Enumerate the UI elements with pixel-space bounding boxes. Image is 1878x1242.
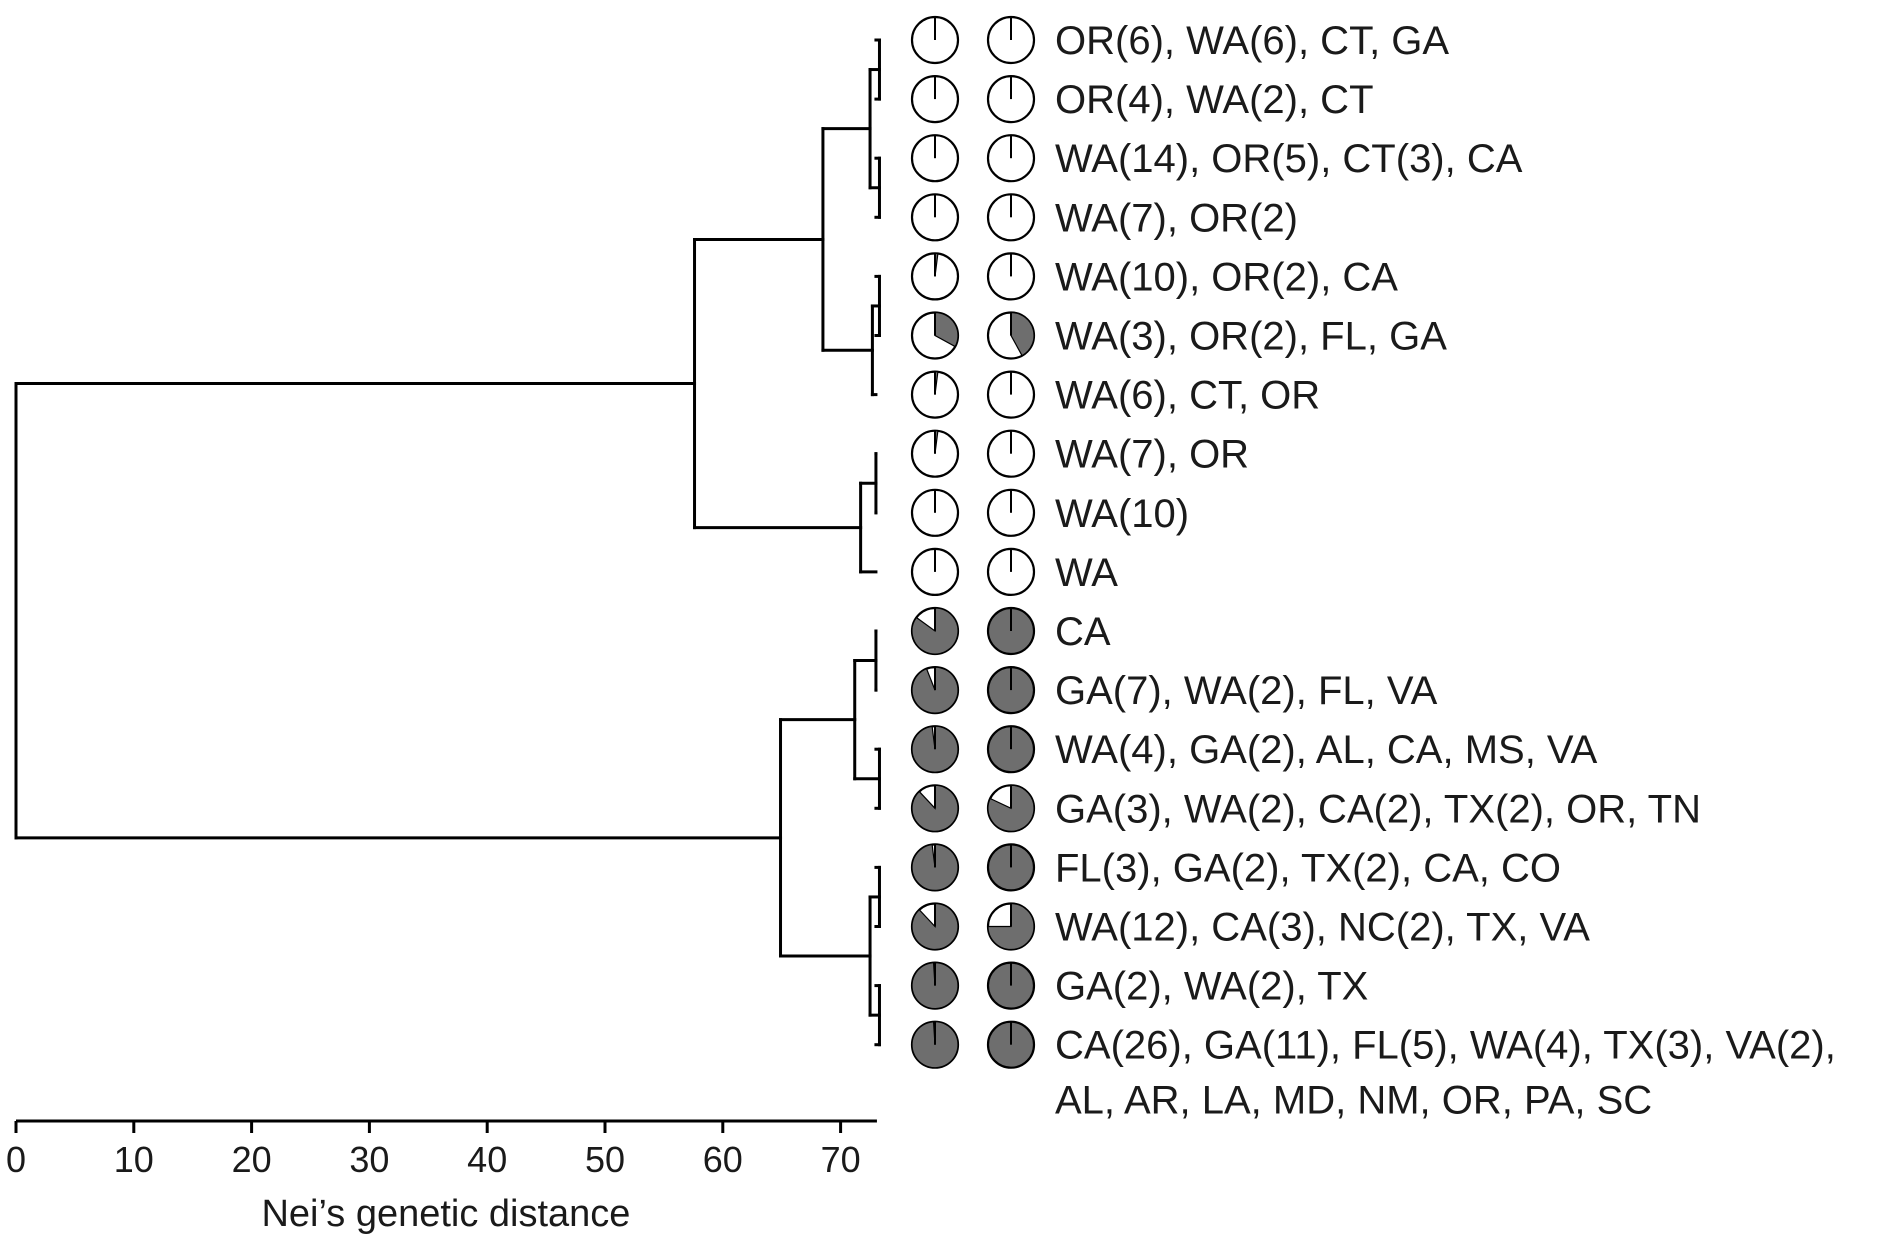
pie-a-leaf-14	[910, 843, 960, 892]
pie-a-leaf-13	[910, 784, 960, 833]
leaf-label-16: GA(2), WA(2), TX	[1055, 965, 1368, 1009]
leaf-label-6: WA(6), CT, OR	[1055, 374, 1320, 418]
pie-b-leaf-12	[986, 725, 1036, 774]
pie-a-leaf-15	[910, 902, 960, 951]
pie-a-leaf-6	[910, 370, 960, 419]
pie-b-leaf-13	[986, 784, 1036, 833]
leaf-label-8: WA(10)	[1055, 492, 1189, 536]
axis-tick-label-70: 70	[821, 1139, 861, 1180]
pie-a-leaf-0	[910, 15, 960, 65]
leaf-label-5: WA(3), OR(2), FL, GA	[1055, 315, 1447, 359]
pie-a-leaf-10	[910, 606, 960, 656]
leaf-label-4: WA(10), OR(2), CA	[1055, 255, 1398, 299]
leaf-label-9: WA	[1055, 551, 1118, 595]
leaf-label-3: WA(7), OR(2)	[1055, 196, 1298, 240]
pie-a-leaf-11	[910, 665, 960, 715]
pie-a-leaf-1	[910, 74, 960, 124]
axis-tick-label-60: 60	[703, 1139, 743, 1180]
pie-b-leaf-16	[986, 961, 1036, 1010]
pie-a-leaf-17	[910, 1020, 960, 1069]
leaf-label-17: CA(26), GA(11), FL(5), WA(4), TX(3), VA(…	[1055, 1024, 1836, 1068]
axis-tick-label-40: 40	[467, 1139, 507, 1180]
pie-b-leaf-11	[986, 665, 1036, 715]
pie-a-leaf-12	[910, 725, 960, 774]
leaf-label-13: GA(3), WA(2), CA(2), TX(2), OR, TN	[1055, 787, 1701, 831]
leaf-label-14: FL(3), GA(2), TX(2), CA, CO	[1055, 846, 1561, 890]
pie-a-leaf-5	[910, 311, 960, 360]
pie-a-leaf-3	[910, 193, 960, 242]
pie-b-leaf-9	[986, 547, 1036, 597]
pie-b-leaf-15	[986, 902, 1036, 951]
axis-tick-label-0: 0	[6, 1139, 26, 1180]
leaf-labels: OR(6), WA(6), CT, GA OR(4), WA(2), CT WA(1…	[1055, 19, 1836, 1123]
pie-a-leaf-16	[910, 961, 960, 1010]
pie-charts	[910, 15, 1036, 1069]
pie-b-leaf-3	[986, 193, 1036, 242]
axis-tick-label-20: 20	[232, 1139, 272, 1180]
axis-title: Nei’s genetic distance	[261, 1193, 630, 1235]
pie-a-leaf-9	[910, 547, 960, 597]
pie-b-leaf-10	[986, 606, 1036, 656]
leaf-label-7: WA(7), OR	[1055, 433, 1249, 477]
pie-b-leaf-7	[986, 429, 1036, 478]
pie-b-leaf-2	[986, 134, 1036, 183]
pie-b-leaf-0	[986, 15, 1036, 65]
leaf-label-11: GA(7), WA(2), FL, VA	[1055, 669, 1438, 713]
axis-tick-label-50: 50	[585, 1139, 625, 1180]
pie-b-leaf-8	[986, 488, 1036, 537]
distance-axis: 0 10 20 30 40 50 60 70	[6, 1119, 877, 1180]
leaf-label-1: OR(4), WA(2), CT	[1055, 78, 1374, 122]
pie-b-leaf-14	[986, 843, 1036, 892]
leaf-label-17-line-1: AL, AR, LA, MD, NM, OR, PA, SC	[1055, 1079, 1652, 1123]
dendrogram-tree	[14, 38, 881, 1047]
pie-b-leaf-1	[986, 74, 1036, 124]
pie-a-leaf-2	[910, 134, 960, 183]
pie-b-leaf-17	[986, 1020, 1036, 1069]
leaf-label-0: OR(6), WA(6), CT, GA	[1055, 19, 1449, 63]
leaf-label-10: CA	[1055, 610, 1111, 654]
axis-tick-label-10: 10	[114, 1139, 154, 1180]
leaf-label-12: WA(4), GA(2), AL, CA, MS, VA	[1055, 728, 1598, 772]
pie-a-leaf-7	[910, 429, 960, 478]
pie-b-leaf-5	[986, 311, 1036, 360]
leaf-label-15: WA(12), CA(3), NC(2), TX, VA	[1055, 906, 1590, 950]
pie-b-leaf-6	[986, 370, 1036, 419]
pie-b-leaf-4	[986, 252, 1036, 301]
leaf-label-2: WA(14), OR(5), CT(3), CA	[1055, 137, 1523, 181]
axis-tick-label-30: 30	[349, 1139, 389, 1180]
pie-a-leaf-4	[910, 252, 960, 301]
pie-a-leaf-8	[910, 488, 960, 537]
